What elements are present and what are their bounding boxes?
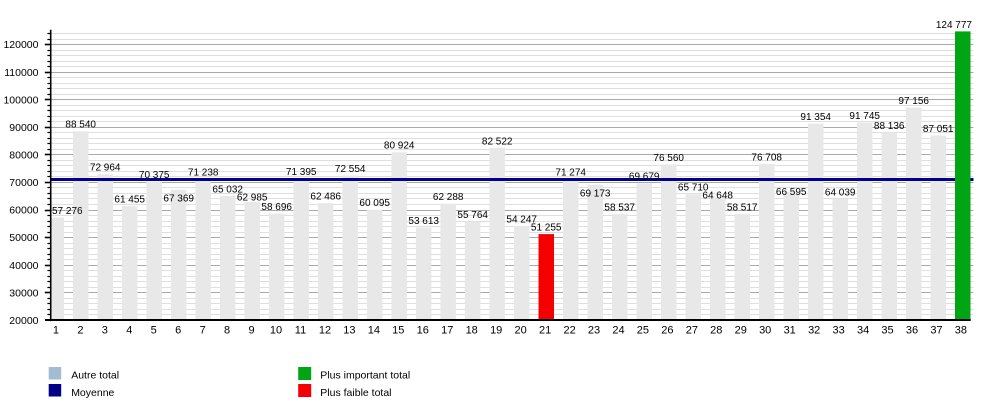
svg-text:71 274: 71 274 xyxy=(555,167,586,178)
svg-text:30000: 30000 xyxy=(9,287,38,299)
svg-text:3: 3 xyxy=(102,324,108,336)
svg-text:60000: 60000 xyxy=(9,205,38,217)
svg-text:7: 7 xyxy=(200,324,206,336)
svg-text:20000: 20000 xyxy=(9,315,38,327)
svg-text:70 375: 70 375 xyxy=(139,170,170,181)
svg-text:76 560: 76 560 xyxy=(653,153,684,164)
svg-text:40000: 40000 xyxy=(9,260,38,272)
svg-text:16: 16 xyxy=(417,324,429,336)
svg-text:72 964: 72 964 xyxy=(90,163,121,174)
svg-text:4: 4 xyxy=(126,324,132,336)
svg-text:50000: 50000 xyxy=(9,232,38,244)
svg-text:23: 23 xyxy=(588,324,600,336)
svg-text:62 985: 62 985 xyxy=(237,193,268,204)
svg-text:27: 27 xyxy=(686,324,698,336)
svg-text:70000: 70000 xyxy=(9,177,38,189)
svg-text:22: 22 xyxy=(563,324,575,336)
svg-text:21: 21 xyxy=(539,324,551,336)
svg-text:17: 17 xyxy=(441,324,453,336)
svg-text:58 517: 58 517 xyxy=(727,203,758,214)
svg-text:64 039: 64 039 xyxy=(825,187,856,198)
svg-text:24: 24 xyxy=(612,324,624,336)
svg-text:124 777: 124 777 xyxy=(936,20,973,31)
svg-text:Plus faible total: Plus faible total xyxy=(320,387,391,399)
svg-text:58 696: 58 696 xyxy=(261,202,292,213)
svg-text:91 745: 91 745 xyxy=(849,111,880,122)
svg-text:80000: 80000 xyxy=(9,150,38,162)
svg-text:5: 5 xyxy=(151,324,157,336)
svg-text:36: 36 xyxy=(906,324,918,336)
svg-text:120000: 120000 xyxy=(3,39,38,51)
svg-text:100000: 100000 xyxy=(3,94,38,106)
svg-text:110000: 110000 xyxy=(4,67,38,79)
svg-text:26: 26 xyxy=(661,324,673,336)
svg-text:57 276: 57 276 xyxy=(52,206,83,217)
svg-text:97 156: 97 156 xyxy=(898,96,929,107)
svg-text:65 710: 65 710 xyxy=(678,183,709,194)
svg-text:88 540: 88 540 xyxy=(65,120,96,131)
svg-text:9: 9 xyxy=(249,324,255,336)
svg-text:58 537: 58 537 xyxy=(604,203,635,214)
svg-text:10: 10 xyxy=(270,324,282,336)
svg-text:51 255: 51 255 xyxy=(531,223,562,234)
svg-text:71 395: 71 395 xyxy=(286,167,317,178)
svg-text:14: 14 xyxy=(368,324,380,336)
svg-text:29: 29 xyxy=(735,324,747,336)
svg-text:61 455: 61 455 xyxy=(114,194,145,205)
svg-text:80 924: 80 924 xyxy=(384,141,415,152)
svg-text:30: 30 xyxy=(759,324,771,336)
svg-text:54 247: 54 247 xyxy=(506,214,537,225)
svg-text:88 136: 88 136 xyxy=(874,121,905,132)
svg-text:34: 34 xyxy=(857,324,869,336)
svg-text:62 486: 62 486 xyxy=(310,192,341,203)
svg-text:12: 12 xyxy=(319,324,331,336)
svg-text:38: 38 xyxy=(955,324,967,336)
svg-text:62 288: 62 288 xyxy=(433,192,464,203)
svg-text:8: 8 xyxy=(224,324,230,336)
svg-text:20: 20 xyxy=(514,324,526,336)
svg-text:72 554: 72 554 xyxy=(335,164,366,175)
svg-text:32: 32 xyxy=(808,324,820,336)
svg-text:55 764: 55 764 xyxy=(457,210,488,221)
svg-text:1: 1 xyxy=(53,324,59,336)
svg-text:35: 35 xyxy=(881,324,893,336)
svg-text:19: 19 xyxy=(490,324,502,336)
svg-text:2: 2 xyxy=(77,324,83,336)
svg-text:87 051: 87 051 xyxy=(923,124,954,135)
svg-text:28: 28 xyxy=(710,324,722,336)
svg-text:66 595: 66 595 xyxy=(776,187,807,198)
svg-text:69 173: 69 173 xyxy=(580,188,611,199)
svg-text:91 354: 91 354 xyxy=(800,112,831,123)
svg-text:64 648: 64 648 xyxy=(702,191,733,202)
svg-text:71 238: 71 238 xyxy=(188,167,219,178)
svg-text:11: 11 xyxy=(295,324,306,336)
svg-text:13: 13 xyxy=(343,324,355,336)
svg-text:Plus important total: Plus important total xyxy=(320,370,410,382)
svg-text:18: 18 xyxy=(466,324,478,336)
svg-text:15: 15 xyxy=(392,324,404,336)
svg-text:31: 31 xyxy=(784,324,796,336)
svg-text:76 708: 76 708 xyxy=(751,152,782,163)
svg-text:25: 25 xyxy=(637,324,649,336)
svg-text:6: 6 xyxy=(175,324,181,336)
svg-text:90000: 90000 xyxy=(9,122,38,134)
svg-text:60 095: 60 095 xyxy=(359,198,390,209)
svg-text:37: 37 xyxy=(930,324,942,336)
svg-text:53 613: 53 613 xyxy=(408,216,439,227)
svg-text:Moyenne: Moyenne xyxy=(71,387,114,399)
svg-text:Autre total: Autre total xyxy=(71,370,119,382)
svg-text:65 032: 65 032 xyxy=(212,185,243,196)
svg-text:33: 33 xyxy=(832,324,844,336)
svg-text:67 369: 67 369 xyxy=(163,193,194,204)
svg-text:82 522: 82 522 xyxy=(482,136,513,147)
svg-text:69 679: 69 679 xyxy=(629,172,660,183)
